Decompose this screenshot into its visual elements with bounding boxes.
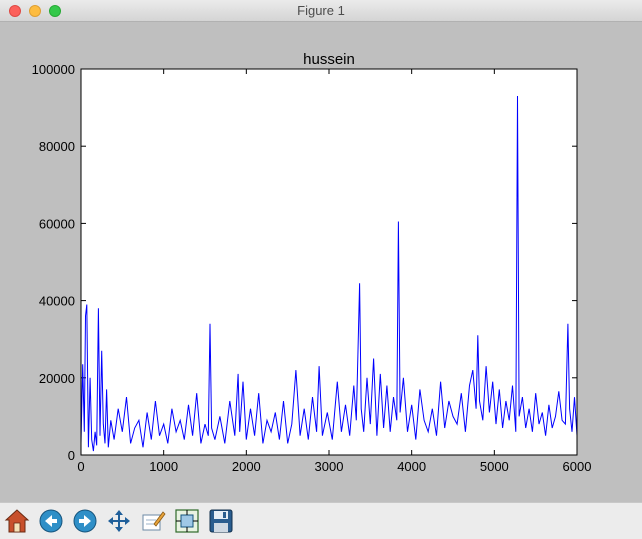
plot-area xyxy=(81,69,577,455)
home-icon xyxy=(4,509,30,533)
y-tick-label: 60000 xyxy=(39,216,75,231)
pan-button[interactable] xyxy=(104,506,134,536)
x-tick-label: 1000 xyxy=(149,459,178,474)
window-titlebar: Figure 1 xyxy=(0,0,642,22)
save-icon xyxy=(209,509,233,533)
axis-ticks: 0 1000 2000 3000 4000 5000 6000020000400006000… xyxy=(32,62,592,474)
zoom-button[interactable] xyxy=(138,506,168,536)
navigation-toolbar xyxy=(0,502,642,539)
y-tick-label: 20000 xyxy=(39,371,75,386)
subplots-icon xyxy=(175,509,199,533)
y-tick-label: 100000 xyxy=(32,62,75,77)
x-tick-label: 2000 xyxy=(232,459,261,474)
home-button[interactable] xyxy=(2,506,32,536)
forward-button[interactable] xyxy=(70,506,100,536)
minimize-window-button[interactable] xyxy=(29,5,41,17)
series-line-0 xyxy=(80,95,578,452)
plot-frame xyxy=(80,68,578,456)
x-tick-label: 6000 xyxy=(563,459,592,474)
save-figure-button[interactable] xyxy=(206,506,236,536)
close-window-button[interactable] xyxy=(9,5,21,17)
x-tick-label: 5000 xyxy=(480,459,509,474)
zoom-icon xyxy=(142,511,166,531)
x-tick-label: 3000 xyxy=(315,459,344,474)
x-tick-label: 0 xyxy=(77,459,84,474)
window-title: Figure 1 xyxy=(297,3,345,18)
y-tick-label: 40000 xyxy=(39,294,75,309)
forward-icon xyxy=(73,509,97,533)
pan-icon xyxy=(108,510,130,532)
configure-subplots-button[interactable] xyxy=(172,506,202,536)
back-button[interactable] xyxy=(36,506,66,536)
y-tick-label: 0 xyxy=(68,448,75,463)
maximize-window-button[interactable] xyxy=(49,5,61,17)
line-chart: hussein 0 1000 2000 3000 4000 5000 60000200004… xyxy=(32,51,592,474)
chart-title: hussein xyxy=(303,51,355,68)
x-tick-label: 4000 xyxy=(397,459,426,474)
figure-canvas: hussein 0 1000 2000 3000 4000 5000 6000 0 20000 4… xyxy=(0,22,642,502)
series-group xyxy=(80,95,578,452)
y-tick-label: 80000 xyxy=(39,139,75,154)
back-icon xyxy=(39,509,63,533)
